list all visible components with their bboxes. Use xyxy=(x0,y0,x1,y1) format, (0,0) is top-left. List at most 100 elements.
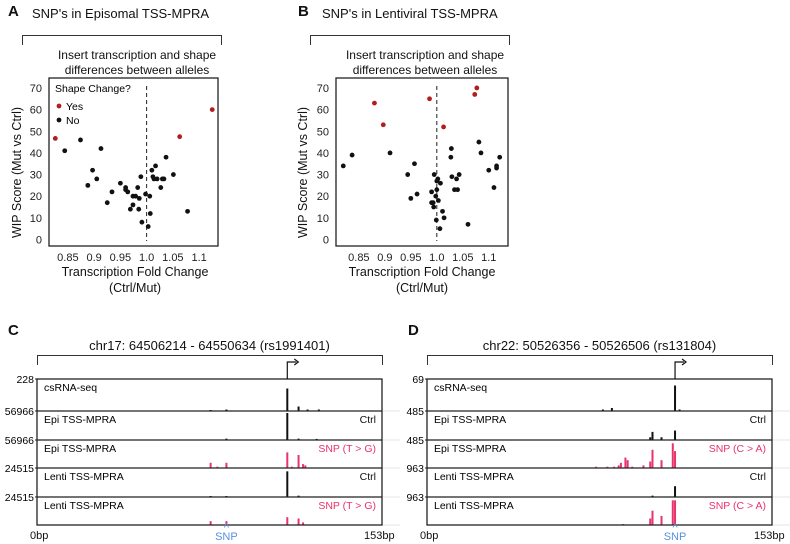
tss-arrow-icon xyxy=(674,361,685,379)
point-shape-change-no xyxy=(147,193,153,199)
point-shape-change-no xyxy=(136,195,142,201)
point-shape-change-no xyxy=(143,191,148,197)
panel-b-letter: B xyxy=(298,3,309,20)
point-shape-change-no xyxy=(125,189,131,195)
signal-bar xyxy=(674,385,677,411)
panel-d-start: 0bp xyxy=(420,530,439,542)
panel-d-snp-marker: ^ SNP xyxy=(660,523,690,543)
point-shape-change-no xyxy=(494,165,499,171)
point-shape-change-no xyxy=(437,226,443,232)
signal-bar xyxy=(290,466,293,468)
signal-bar xyxy=(595,466,598,468)
point-shape-change-yes xyxy=(474,85,480,91)
point-shape-change-no xyxy=(454,176,459,182)
x-tick-label: 1.1 xyxy=(481,252,496,264)
track-label: Lenti TSS-MPRA xyxy=(44,471,124,483)
y-tick-label: 40 xyxy=(317,148,329,160)
x-tick-label: 0.85 xyxy=(57,252,78,264)
y-tick-label: 20 xyxy=(317,191,329,203)
point-shape-change-yes xyxy=(372,100,377,106)
point-shape-change-no xyxy=(434,187,440,193)
track-label: Epi TSS-MPRA xyxy=(44,414,116,426)
point-shape-change-no xyxy=(139,219,145,225)
panel-b-bracket xyxy=(310,35,510,45)
track-scale-label: 963 xyxy=(406,463,424,475)
track-scale-label: 228 xyxy=(16,374,34,386)
point-shape-change-no xyxy=(349,152,355,158)
point-shape-change-no xyxy=(90,167,95,173)
signal-bar xyxy=(286,388,289,411)
point-shape-change-no xyxy=(412,161,417,167)
point-shape-change-yes xyxy=(52,136,58,141)
signal-bar xyxy=(286,517,289,525)
point-shape-change-no xyxy=(85,182,91,188)
point-shape-change-no xyxy=(435,198,441,203)
track-label: csRNA-seq xyxy=(434,382,487,394)
panel-b-title: SNP's in Lentiviral TSS-MPRA xyxy=(322,6,498,21)
point-shape-change-no xyxy=(98,146,104,151)
point-shape-change-no xyxy=(117,180,123,186)
track-label: csRNA-seq xyxy=(44,382,97,394)
signal-bar xyxy=(297,455,300,468)
point-shape-change-no xyxy=(408,195,414,201)
point-shape-change-no xyxy=(431,172,437,177)
track-label: Lenti TSS-MPRA xyxy=(44,500,124,512)
point-shape-change-no xyxy=(145,224,151,229)
panel-c-bracket xyxy=(37,355,383,365)
x-tick-label: 0.9 xyxy=(86,252,101,264)
point-shape-change-no xyxy=(147,211,153,216)
signal-bar xyxy=(671,500,674,525)
point-shape-change-no xyxy=(455,187,460,193)
signal-bar xyxy=(671,443,674,468)
signal-bar xyxy=(678,409,681,411)
xlabel-line: Transcription Fold Change xyxy=(61,265,209,279)
signal-bar xyxy=(306,409,309,411)
point-shape-change-no xyxy=(491,185,497,190)
signal-bar xyxy=(651,449,654,468)
signal-bar xyxy=(660,515,663,525)
point-shape-change-no xyxy=(456,172,462,177)
point-shape-change-no xyxy=(478,150,484,156)
point-shape-change-no xyxy=(448,154,454,160)
track-label: Lenti TSS-MPRA xyxy=(434,471,514,483)
y-tick-label: 10 xyxy=(317,213,329,225)
signal-bar xyxy=(297,438,300,440)
point-shape-change-no xyxy=(486,167,492,173)
point-shape-change-no xyxy=(158,185,164,190)
point-shape-change-no xyxy=(440,208,445,214)
point-shape-change-no xyxy=(435,176,441,182)
track-condition-tag: Ctrl xyxy=(360,471,376,483)
snp-caret-icon: ^ xyxy=(223,522,229,534)
track-condition-tag: Ctrl xyxy=(360,414,376,426)
point-shape-change-no xyxy=(130,202,136,208)
track-scale-label: 963 xyxy=(406,492,424,504)
signal-bar xyxy=(302,522,305,525)
point-shape-change-no xyxy=(429,189,435,195)
track-condition-tag: Ctrl xyxy=(750,414,766,426)
y-tick-label: 30 xyxy=(30,170,42,182)
signal-bar xyxy=(651,431,654,440)
x-tick-label: 1.05 xyxy=(452,252,473,264)
xlabel-line: (Ctrl/Mut) xyxy=(395,281,449,295)
legend-marker-yes xyxy=(56,103,62,109)
legend-title: Shape Change? xyxy=(55,83,131,95)
y-tick-label: 10 xyxy=(30,213,42,225)
panel-a-subtitle: Insert transcription and shape differenc… xyxy=(22,48,252,78)
tss-arrowhead-icon xyxy=(293,358,300,366)
signal-bar xyxy=(216,466,219,468)
point-shape-change-no xyxy=(449,174,455,180)
track-frame xyxy=(426,378,773,526)
track-label: Epi TSS-MPRA xyxy=(434,443,506,455)
point-shape-change-no xyxy=(109,189,115,195)
point-shape-change-no xyxy=(465,221,471,227)
track-label: Epi TSS-MPRA xyxy=(44,443,116,455)
signal-bar xyxy=(642,465,645,468)
point-shape-change-no xyxy=(387,150,393,156)
subtitle-line: differences between alleles xyxy=(64,63,210,77)
signal-bar xyxy=(601,409,604,411)
point-shape-change-no xyxy=(154,176,160,182)
track-scale-label: 56966 xyxy=(5,406,34,418)
